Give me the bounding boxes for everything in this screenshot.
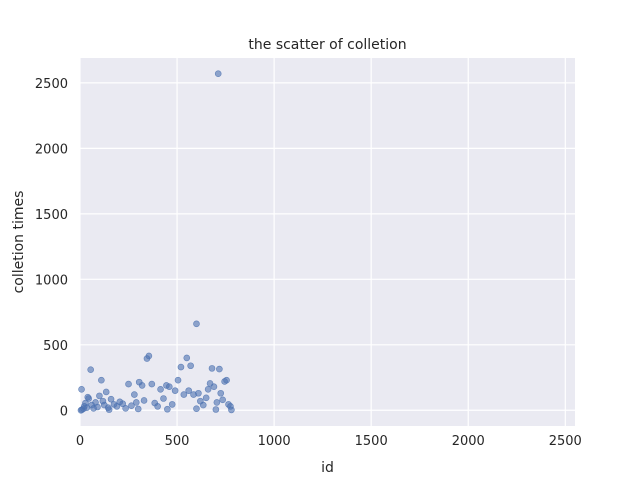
data-point [208, 365, 216, 372]
y-tick-label: 500 [43, 339, 68, 354]
data-point [164, 405, 171, 413]
data-point [214, 70, 222, 78]
data-point [134, 405, 142, 413]
data-point [228, 406, 235, 414]
x-axis-label: id [321, 460, 334, 476]
data-point [87, 366, 94, 373]
data-point [98, 376, 105, 384]
data-point [216, 365, 223, 373]
y-tick-label: 1000 [35, 273, 68, 288]
x-tick-label: 1500 [355, 434, 388, 449]
x-tick-label: 0 [76, 434, 84, 449]
data-point [94, 403, 101, 411]
data-point [140, 397, 148, 404]
data-point [105, 406, 113, 413]
data-point [204, 386, 212, 393]
data-point [180, 391, 188, 398]
data-point [212, 406, 220, 413]
data-point [195, 389, 202, 397]
data-point [102, 388, 110, 396]
y-axis-label: colletion times [11, 191, 27, 294]
grid-lines [79, 58, 575, 426]
data-point [199, 401, 207, 409]
data-point [210, 383, 218, 391]
y-tick-label: 0 [60, 404, 68, 419]
data-point [171, 387, 179, 394]
x-tick-label: 500 [165, 434, 190, 449]
data-point [219, 396, 226, 404]
data-point [148, 380, 156, 388]
data-point [113, 403, 121, 410]
plot-area [80, 58, 575, 426]
y-tick-label: 2500 [35, 77, 68, 92]
data-point [78, 386, 85, 393]
data-point [185, 387, 193, 394]
data-point [119, 400, 127, 408]
data-point [223, 376, 230, 384]
data-point [131, 391, 138, 398]
data-point [183, 354, 191, 362]
x-axis-ticks: 0 500 1000 1500 2000 2500 [76, 434, 582, 449]
data-point [187, 362, 194, 370]
data-point [193, 320, 200, 328]
data-point [122, 405, 129, 412]
data-point [168, 401, 176, 408]
data-point [145, 352, 153, 360]
y-tick-label: 2000 [35, 142, 68, 157]
y-axis-ticks: 0 500 1000 1500 2000 2500 [35, 77, 68, 419]
data-point [128, 402, 135, 410]
x-tick-label: 2000 [452, 434, 485, 449]
data-point [96, 392, 103, 400]
data-point [217, 389, 225, 397]
data-point [157, 386, 164, 393]
data-point [213, 399, 221, 406]
data-point [174, 376, 182, 384]
data-point [202, 394, 210, 402]
data-point [125, 380, 132, 388]
x-tick-label: 2500 [549, 434, 582, 449]
data-point [138, 382, 146, 389]
data-point [132, 399, 140, 406]
chart-title: the scatter of colletion [248, 37, 406, 53]
data-point [107, 395, 115, 403]
data-point [165, 383, 173, 391]
data-points [77, 70, 235, 414]
data-point [193, 405, 200, 413]
data-point [160, 395, 167, 402]
data-point [84, 393, 92, 401]
x-tick-label: 1000 [258, 434, 291, 449]
y-tick-label: 1500 [35, 208, 68, 223]
data-point [154, 403, 161, 410]
data-point [177, 363, 185, 371]
